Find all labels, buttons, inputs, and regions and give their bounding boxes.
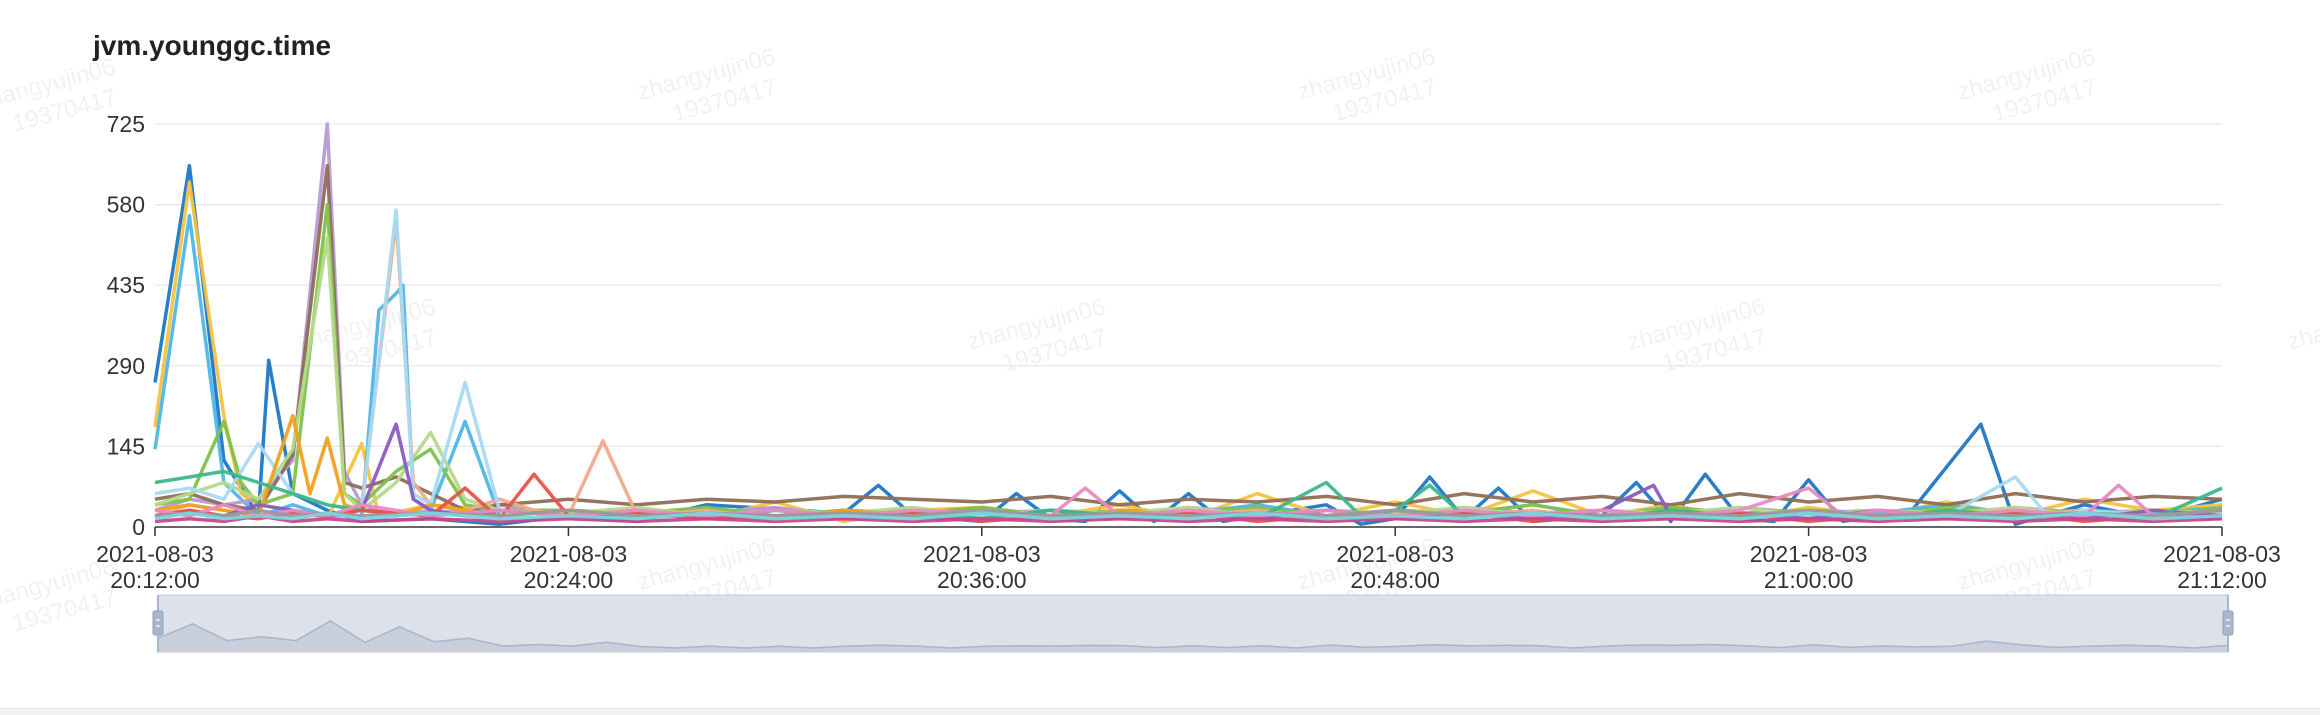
chart-title: jvm.younggc.time: [93, 30, 332, 61]
y-axis-ticks: 0 145 290 435 580 725: [107, 111, 145, 540]
series-line-9: [154, 208, 2223, 521]
x-tick-date: 2021-08-03: [2163, 541, 2281, 567]
x-tick-time: 20:48:00: [1350, 567, 1440, 593]
zoom-slider[interactable]: [152, 594, 2234, 653]
zoom-track: [157, 594, 2229, 653]
series-line-2: [153, 180, 2223, 524]
y-tick-label: 435: [107, 272, 145, 298]
series-line-17: [154, 511, 2223, 521]
y-tick-label: 725: [107, 111, 145, 137]
x-tick-time: 21:00:00: [1764, 567, 1854, 593]
watermark-user: zhangyujin06: [2285, 293, 2320, 356]
y-tick-label: 145: [107, 433, 145, 459]
x-tick-time: 21:12:00: [2177, 567, 2267, 593]
zoom-handle-right[interactable]: [2222, 610, 2234, 636]
grid-lines: [155, 123, 2222, 528]
y-tick-label: 0: [132, 514, 145, 540]
x-tick-date: 2021-08-03: [510, 541, 628, 567]
x-tick-date: 2021-08-03: [923, 541, 1041, 567]
series-line-6: [154, 202, 2223, 518]
series-line-8: [154, 219, 2223, 521]
x-tick-time: 20:12:00: [110, 567, 200, 593]
series-line-15: [154, 514, 2223, 524]
zoom-sparkline: [157, 620, 2229, 649]
zoom-handle-left[interactable]: [152, 610, 164, 636]
series-line-5: [154, 163, 2223, 513]
x-tick-date: 2021-08-03: [1750, 541, 1868, 567]
y-tick-label: 580: [107, 192, 145, 218]
series-line-4: [154, 122, 2223, 518]
series-lines: [153, 122, 2223, 526]
series-line-1: [153, 163, 2223, 526]
x-tick-time: 20:36:00: [937, 567, 1027, 593]
y-tick-label: 290: [107, 353, 145, 379]
x-axis-ticks: 2021-08-0320:12:002021-08-0320:24:002021…: [96, 527, 2281, 593]
x-tick-date: 2021-08-03: [96, 541, 214, 567]
series-line-3: [153, 213, 2223, 521]
x-tick-date: 2021-08-03: [1336, 541, 1454, 567]
series-line-7: [154, 236, 2223, 518]
x-tick-time: 20:24:00: [524, 567, 614, 593]
